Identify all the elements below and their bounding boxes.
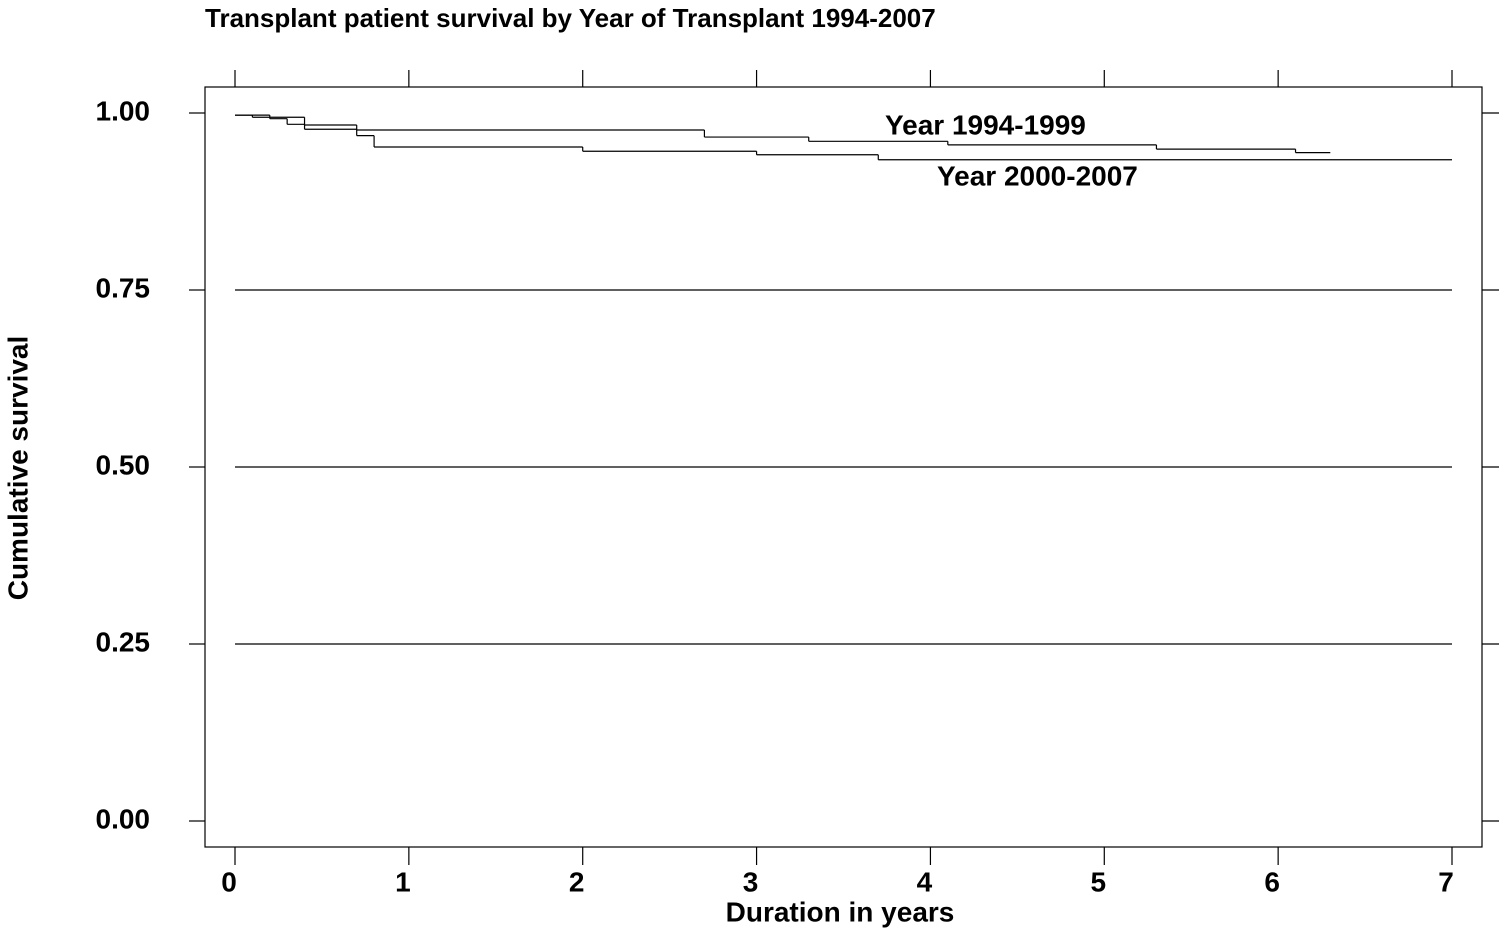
x-tick-label: 7 xyxy=(1438,866,1454,897)
x-axis-label: Duration in years xyxy=(726,896,955,927)
y-tick-label: 1.00 xyxy=(96,95,151,126)
y-tick-label: 0.00 xyxy=(96,803,151,834)
x-tick-label: 2 xyxy=(569,866,585,897)
series-label: Year 1994-1999 xyxy=(885,109,1086,140)
x-tick-label: 6 xyxy=(1264,866,1280,897)
chart-title: Transplant patient survival by Year of T… xyxy=(205,3,936,33)
series-label: Year 2000-2007 xyxy=(937,160,1138,191)
x-tick-label: 0 xyxy=(221,866,237,897)
x-tick-label: 1 xyxy=(395,866,411,897)
x-tick-label: 3 xyxy=(743,866,759,897)
x-tick-label: 4 xyxy=(917,866,933,897)
x-tick-label: 5 xyxy=(1090,866,1106,897)
y-tick-label: 0.25 xyxy=(96,626,151,657)
y-tick-label: 0.50 xyxy=(96,449,151,480)
y-tick-label: 0.75 xyxy=(96,272,151,303)
y-axis-label: Cumulative survival xyxy=(2,336,33,601)
